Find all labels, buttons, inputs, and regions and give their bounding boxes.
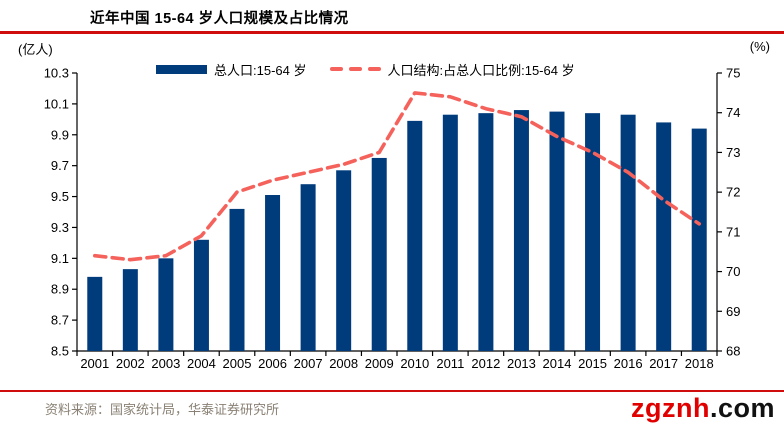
- bar-2009: [371, 157, 387, 351]
- right-axis-tick-label: 72: [726, 185, 740, 200]
- watermark-suffix: .com: [709, 393, 775, 423]
- right-axis-tick-label: 73: [726, 145, 740, 160]
- left-axis-tick-label: 9.3: [51, 220, 69, 235]
- bar-2012: [478, 113, 494, 352]
- left-axis-tick-label: 9.7: [51, 158, 69, 173]
- right-axis-tick-label: 69: [726, 304, 740, 319]
- x-axis-label-2016: 2016: [614, 356, 643, 371]
- bar-2015: [585, 113, 601, 352]
- left-axis-unit-label: (亿人): [18, 42, 53, 57]
- x-axis-label-2006: 2006: [258, 356, 287, 371]
- left-axis-tick-label: 8.9: [51, 282, 69, 297]
- x-axis-label-2002: 2002: [116, 356, 145, 371]
- left-axis-tick-label: 8.5: [51, 344, 69, 359]
- header-rule: [0, 31, 784, 34]
- left-axis-tick-label: 10.1: [44, 96, 69, 111]
- right-axis-tick-label: 70: [726, 264, 740, 279]
- chart-title: 近年中国 15-64 岁人口规模及占比情况: [90, 11, 349, 27]
- legend-item-population: 总人口:15-64 岁: [156, 60, 306, 79]
- x-axis-label-2009: 2009: [365, 356, 394, 371]
- right-axis-tick-label: 74: [726, 105, 740, 120]
- right-axis-tick-label: 75: [726, 66, 740, 81]
- x-axis-label-2007: 2007: [294, 356, 323, 371]
- footer-rule: [0, 390, 784, 392]
- left-axis-tick-label: 10.3: [44, 66, 69, 81]
- x-axis-label-2014: 2014: [543, 356, 572, 371]
- x-axis-label-2015: 2015: [578, 356, 607, 371]
- right-axis-unit-label: (%): [749, 39, 770, 54]
- watermark: zgznh.com: [631, 393, 775, 424]
- source-note: 资料来源：国家统计局，华泰证券研究所: [45, 403, 280, 418]
- bar-2002: [122, 269, 138, 351]
- x-axis-label-2005: 2005: [223, 356, 252, 371]
- bar-2005: [229, 208, 245, 351]
- bar-2010: [407, 120, 423, 351]
- bar-2014: [549, 111, 565, 351]
- bar-2013: [513, 110, 529, 351]
- left-axis-tick-label: 9.1: [51, 251, 69, 266]
- bar-series-swatch: [156, 64, 207, 74]
- left-axis-tick-label: 8.7: [51, 313, 69, 328]
- x-axis-label-2018: 2018: [685, 356, 714, 371]
- x-axis-label-2004: 2004: [187, 356, 216, 371]
- chart-legend: 总人口:15-64 岁 人口结构:占总人口比例:15-64 岁: [156, 60, 575, 79]
- x-axis-label-2013: 2013: [507, 356, 536, 371]
- bar-2007: [300, 184, 316, 351]
- right-axis-tick-label: 68: [726, 344, 740, 359]
- legend-bar-label: 总人口:15-64 岁: [214, 62, 307, 78]
- legend-item-ratio: 人口结构:占总人口比例:15-64 岁: [330, 60, 575, 79]
- x-axis-label-2001: 2001: [80, 356, 109, 371]
- population-combo-chart: 8.5 8.7 8.9 9.1 9.3 9.5 9.7 9.9 10.1 10.3 68 69 70 71…: [44, 66, 741, 372]
- bar-2008: [336, 170, 352, 351]
- bar-2001: [87, 276, 103, 351]
- x-axis-label-2012: 2012: [471, 356, 500, 371]
- legend-line-label: 人口结构:占总人口比例:15-64 岁: [387, 62, 575, 78]
- left-axis-tick-label: 9.9: [51, 127, 69, 142]
- x-axis-label-2003: 2003: [151, 356, 180, 371]
- bar-2003: [158, 258, 174, 351]
- bar-2004: [193, 239, 209, 351]
- bar-2018: [691, 128, 707, 351]
- bar-2016: [620, 114, 636, 351]
- bar-2011: [442, 114, 458, 351]
- dashed-line-swatch: [330, 67, 382, 71]
- x-axis-label-2017: 2017: [649, 356, 678, 371]
- right-axis-tick-label: 71: [726, 224, 740, 239]
- watermark-brand: zgznh: [630, 393, 710, 423]
- x-axis-label-2011: 2011: [436, 356, 464, 371]
- left-axis-tick-label: 9.5: [51, 189, 69, 204]
- ratio-dashed-line: [93, 91, 701, 262]
- bar-2017: [656, 122, 672, 351]
- x-axis-label-2010: 2010: [400, 356, 429, 371]
- x-axis-label-2008: 2008: [329, 356, 358, 371]
- bar-2006: [265, 195, 281, 351]
